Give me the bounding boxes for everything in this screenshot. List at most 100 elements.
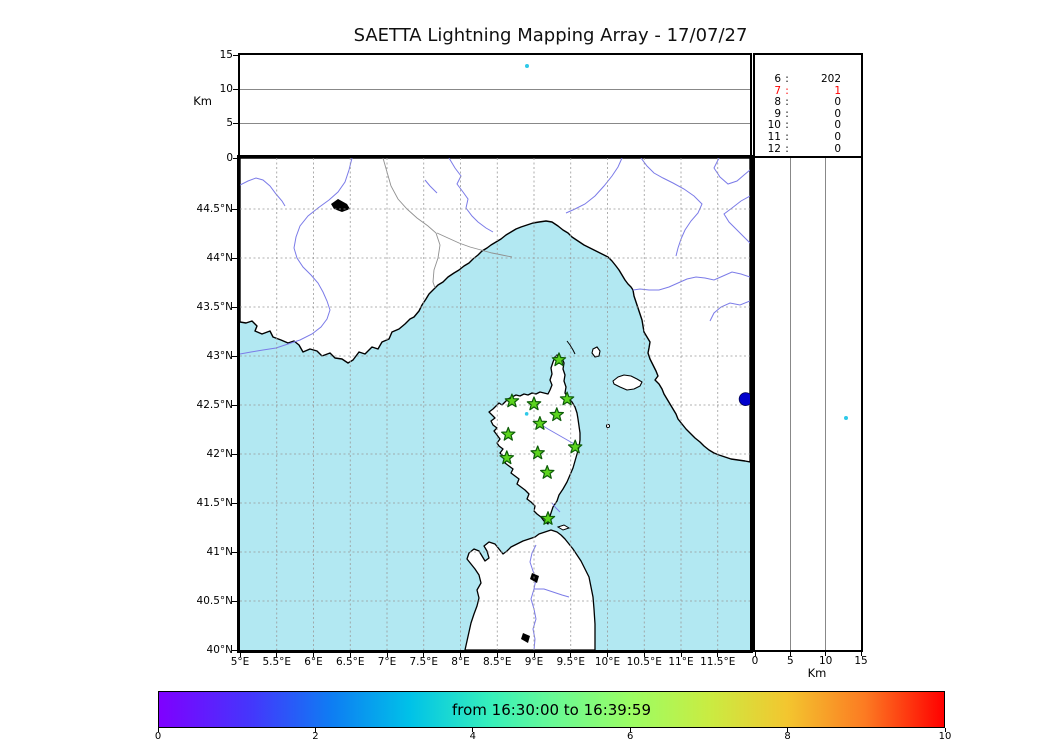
- station-level-label: 8: [774, 96, 781, 109]
- tick-label-longitude: 7°E: [377, 656, 397, 668]
- tick-mark: [423, 653, 425, 657]
- separator: :: [785, 119, 789, 132]
- source-count-value: 202: [820, 73, 841, 85]
- map-panel: [237, 155, 753, 653]
- station-level-label: 11: [767, 130, 781, 143]
- tick-mark: [239, 653, 241, 657]
- tick-mark: [680, 653, 682, 657]
- tick-mark: [349, 653, 351, 657]
- tick-mark: [313, 653, 314, 657]
- station-level-label: 12: [767, 142, 781, 155]
- tick-mark: [232, 649, 237, 651]
- separator: :: [785, 73, 789, 85]
- tick-label-longitude: 8.5°E: [482, 656, 512, 668]
- top-panel-gridline: [240, 123, 750, 125]
- tick-mark: [570, 653, 572, 657]
- tick-label-longitude: 11°E: [668, 656, 694, 668]
- map-markers: [499, 352, 750, 525]
- right-panel-gridline: [825, 158, 827, 650]
- tick-label-latitude: 41.5°N: [196, 496, 233, 509]
- tick-label-altitude: 0: [226, 151, 233, 164]
- station-level-label: 7: [774, 84, 781, 97]
- sea-feature-line: [566, 340, 576, 355]
- tick-label-latitude: 44°N: [206, 251, 233, 264]
- tick-mark: [717, 653, 719, 657]
- altitude-longitude-panel: [238, 53, 752, 160]
- tick-label-altitude: 10: [219, 82, 233, 95]
- lma-station-marker: [567, 439, 583, 454]
- edge-detection-marker: [738, 392, 750, 407]
- lma-station-marker: [501, 426, 516, 441]
- tick-mark: [314, 728, 316, 732]
- tick-mark: [276, 653, 278, 657]
- tick-mark: [789, 652, 791, 656]
- tick-mark: [860, 652, 862, 656]
- tick-mark: [233, 54, 238, 56]
- tick-mark: [232, 600, 237, 602]
- tick-mark: [944, 728, 946, 732]
- altitude-latitude-panel: [753, 156, 863, 652]
- lightning-source-point: [524, 412, 529, 416]
- bonifacio-islets: [556, 524, 571, 531]
- lma-station-marker: [539, 465, 555, 479]
- tick-label-altitude: 15: [219, 48, 233, 61]
- tick-label-latitude: 43°N: [206, 349, 233, 362]
- tick-mark: [232, 355, 237, 357]
- mainland-coast: [240, 158, 750, 463]
- source-count-value: 0: [834, 119, 841, 132]
- lma-station-marker: [499, 450, 515, 465]
- tick-mark: [643, 653, 645, 657]
- station-level-label: 6: [774, 73, 781, 85]
- tick-label-longitude: 10.5°E: [626, 656, 662, 668]
- tick-mark: [386, 653, 388, 657]
- montecristo-island: [605, 423, 611, 429]
- map-canvas: [240, 158, 750, 650]
- station-count-row: 12: 0: [755, 142, 861, 156]
- right-panel-gridline: [789, 158, 791, 650]
- tick-mark: [232, 404, 237, 406]
- tick-label-longitude: 5.5°E: [262, 656, 292, 668]
- lma-station-marker: [540, 511, 556, 525]
- tick-mark: [496, 653, 498, 657]
- station-count-row: 11: 0: [755, 130, 861, 144]
- tick-label-colorbar: 2: [312, 731, 319, 742]
- tick-mark: [233, 123, 238, 125]
- tick-label-longitude: 11.5°E: [700, 656, 736, 668]
- tick-mark: [472, 728, 474, 732]
- time-colorbar: from 16:30:00 to 16:39:59: [158, 691, 945, 728]
- tick-label-altitude: 5: [226, 117, 233, 130]
- tick-mark: [754, 652, 756, 656]
- lma-station-marker: [549, 407, 565, 422]
- source-count-value: 0: [834, 96, 841, 109]
- tick-label-longitude: 6°E: [304, 656, 323, 668]
- separator: :: [785, 142, 789, 155]
- station-level-label: 9: [774, 107, 781, 120]
- tick-mark: [232, 502, 237, 504]
- tick-label-longitude: 8°E: [451, 656, 470, 668]
- separator: :: [785, 96, 789, 109]
- lma-station-marker: [526, 396, 542, 411]
- tick-label-latitude: 40.5°N: [196, 594, 233, 607]
- tick-mark: [157, 728, 159, 732]
- lma-station-marker: [532, 416, 548, 430]
- lma-station-marker: [551, 352, 567, 367]
- tick-mark: [533, 653, 535, 657]
- tick-label-colorbar: 10: [938, 731, 952, 742]
- tick-mark: [233, 88, 238, 90]
- tick-label-km: 15: [854, 655, 868, 667]
- map-gridlines: [240, 158, 750, 650]
- tick-label-latitude: 43.5°N: [196, 300, 233, 313]
- elba-island: [612, 374, 643, 391]
- tick-label-latitude: 44.5°N: [196, 202, 233, 215]
- colorbar-label: from 16:30:00 to 16:39:59: [451, 700, 651, 719]
- tick-mark: [460, 653, 461, 657]
- tick-mark: [629, 728, 631, 732]
- rivers: [240, 158, 750, 650]
- tick-label-colorbar: 6: [627, 731, 634, 742]
- capraia-island: [591, 346, 601, 358]
- source-count-value: 0: [834, 142, 841, 155]
- tick-label-longitude: 6.5°E: [335, 656, 365, 668]
- tick-mark: [232, 551, 237, 553]
- tick-label-km: 0: [751, 655, 759, 667]
